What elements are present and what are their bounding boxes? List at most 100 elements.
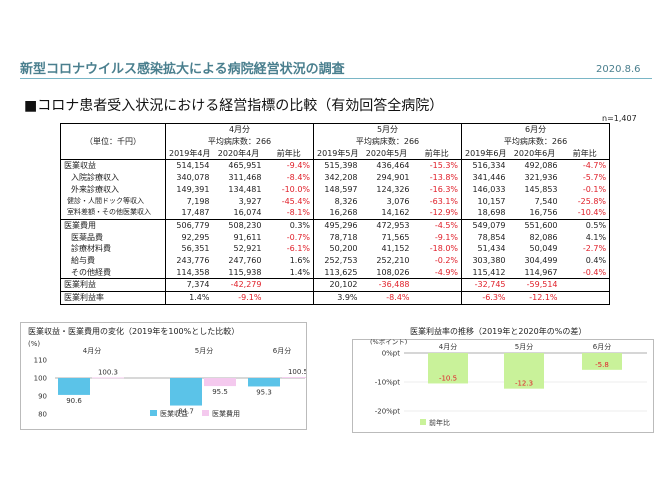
revenue-cost-chart-title: 医業収益・医業費用の変化（2019年を100%とした比較） (28, 327, 240, 336)
data-label: 95.5 (212, 388, 228, 396)
bar-cost (282, 377, 306, 378)
table-cell: 321,936 (524, 173, 558, 183)
table-cell: 56,351 (181, 244, 210, 254)
table-cell: -0.4% (560, 266, 611, 279)
table-cell: 8,326 (334, 196, 358, 206)
table-cell: -18.0% (412, 243, 463, 256)
category-label: 5月分 (195, 346, 213, 355)
table-cell: -4.7% (560, 159, 611, 173)
table-cell: 0.3% (264, 218, 315, 232)
table-cell: -25.8% (560, 195, 611, 208)
average-beds: 平均病床数：266 (165, 136, 315, 148)
table-cell: 78,854 (477, 232, 506, 242)
table-cell: -10.4% (560, 207, 611, 220)
table-row: 医業利益率 1.4% -9.1% 3.9% -8.4% -6.3% -12.1% (60, 291, 611, 305)
table-cell: 492,086 (508, 159, 561, 173)
table-cell: 115,412 (472, 267, 506, 277)
table-cell: 436,464 (360, 159, 413, 173)
table-cell: 303,380 (472, 256, 506, 266)
table-cell: -0.1% (560, 183, 611, 196)
row-label: 入院診療収入 (60, 172, 166, 184)
average-beds: 平均病床数：266 (313, 136, 463, 148)
margin-chart-panel (352, 339, 654, 433)
bar-margin-diff (428, 353, 468, 384)
table-cell: -9.1% (412, 231, 463, 244)
table-cell: 114,967 (524, 267, 558, 277)
data-label: 100.5 (288, 368, 306, 376)
table-cell: 134,481 (228, 184, 262, 194)
table-cell (412, 278, 463, 292)
table-cell: 3,076 (386, 196, 410, 206)
table-cell: 146,033 (472, 184, 506, 194)
column-header: 2020年4月 (217, 148, 260, 158)
table-cell: 41,152 (381, 244, 410, 254)
row-label: 給与費 (60, 255, 166, 267)
table-cell: 50,049 (529, 244, 558, 254)
table-cell: -12.1% (508, 291, 561, 305)
table-cell: -12.9% (412, 207, 463, 220)
bar-cost (92, 377, 124, 379)
row-label: 医薬品費 (60, 231, 166, 244)
table-cell: 16,756 (529, 208, 558, 218)
table-cell: -59,514 (508, 278, 561, 292)
average-beds: 平均病床数：266 (461, 136, 611, 148)
table-row: 外来診療収入 149,391 134,481 -10.0% 148,597 124,326… (60, 183, 611, 196)
table-cell: 311,468 (228, 173, 262, 183)
y-tick-label: 100 (34, 375, 47, 383)
table-cell (412, 291, 463, 305)
bar-margin-diff (504, 353, 544, 389)
table-cell: 148,597 (324, 184, 358, 194)
row-label: 室料差額・その他医業収入 (60, 207, 166, 220)
table-cell: 465,951 (212, 159, 265, 173)
table-cell: -6.3% (461, 291, 509, 305)
y-tick-label: 110 (34, 357, 47, 365)
table-cell: 78,718 (329, 232, 358, 242)
report-date: 2020.8.6 (596, 64, 641, 75)
sample-size-note: n=1,407 (602, 114, 637, 123)
bar-revenue (170, 378, 202, 406)
table-cell: -0.2% (412, 255, 463, 267)
column-header: 2019年4月 (169, 148, 211, 158)
y-tick-label: 80 (38, 411, 47, 419)
table-cell: 0.5% (560, 218, 611, 232)
unit-label: （単位：千円） (60, 122, 166, 160)
table-cell: 51,434 (477, 244, 506, 254)
table-cell: -4.9% (412, 266, 463, 279)
data-label: 84.7 (178, 408, 194, 416)
legend-swatch (202, 410, 209, 416)
table-cell: -8.4% (264, 172, 315, 184)
revenue-cost-chart: (%) 110 100 90 80 4月分 5月分 6月分 90.6 84.7 95.3 100.3 9… (28, 340, 306, 419)
table-cell: 16,074 (233, 208, 262, 218)
data-label: 100.3 (98, 368, 118, 376)
table-cell: 3,927 (238, 196, 262, 206)
table-cell: 243,776 (176, 256, 210, 266)
y-axis-unit: (%) (28, 340, 40, 348)
table-cell: -16.3% (412, 183, 463, 196)
revenue-cost-chart-panel (20, 322, 307, 430)
table-row: 医業利益 7,374 -42,279 20,102 -36,488 -32,745 -59,… (60, 278, 611, 292)
category-label: 4月分 (83, 346, 101, 355)
table-cell: 18,698 (477, 208, 506, 218)
category-label: 5月分 (515, 342, 533, 351)
table-cell (264, 278, 315, 292)
table-cell: 17,487 (181, 208, 210, 218)
legend-swatch (420, 419, 426, 425)
y-tick-label: 0%pt (382, 350, 401, 358)
legend-label: 医業費用 (212, 409, 240, 418)
table-cell: -42,279 (212, 278, 265, 292)
table-cell: 252,753 (324, 256, 358, 266)
category-label: 4月分 (439, 342, 457, 351)
table-cell: 113,625 (324, 267, 358, 277)
table-cell: 20,102 (313, 278, 361, 292)
table-row: 健診・人間ドック等収入 7,198 3,927 -45.4% 8,326 3,076 -63… (60, 195, 611, 208)
data-label: -12.3 (515, 380, 533, 388)
margin-chart-title: 医業利益率の推移（2019年と2020年の%の差） (410, 327, 587, 336)
table-cell: -45.4% (264, 195, 315, 208)
table-cell: 7,374 (165, 278, 213, 292)
month-label: 6月分 (461, 123, 611, 136)
table-row: 医薬品費 92,295 91,611 -0.7% 78,718 71,565 -9.1% 78… (60, 231, 611, 244)
table-cell: 1.4% (264, 266, 315, 279)
table-cell: 115,938 (228, 267, 262, 277)
row-label: 外来診療収入 (60, 183, 166, 196)
y-tick-label: -10%pt (375, 379, 401, 387)
